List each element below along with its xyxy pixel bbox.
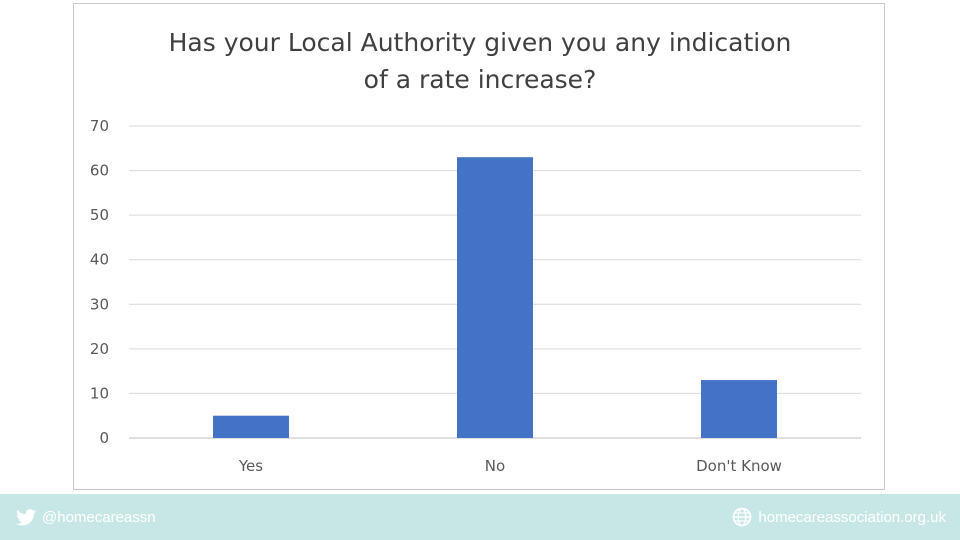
- y-tick-label: 70: [90, 117, 109, 135]
- x-axis-categories: Yes No Don't Know: [238, 457, 782, 475]
- y-axis-ticks: 0 10 20 30 40 50 60 70: [90, 117, 109, 447]
- category-label: No: [485, 457, 505, 475]
- category-label: Don't Know: [696, 457, 782, 475]
- website-link[interactable]: homecareassociation.org.uk: [732, 494, 946, 540]
- y-tick-label: 0: [99, 429, 109, 447]
- globe-icon: [732, 507, 752, 527]
- twitter-link[interactable]: @homecareassn: [16, 494, 156, 540]
- chart-area: Has your Local Authority given you any i…: [73, 3, 885, 490]
- bar: [213, 415, 289, 438]
- chart-title-line-2: of a rate increase?: [364, 65, 597, 94]
- y-tick-label: 10: [90, 384, 109, 402]
- bar: [701, 380, 777, 438]
- y-tick-label: 30: [90, 295, 109, 313]
- footer-bar: @homecareassn homecareassociation.org.uk: [0, 494, 960, 540]
- twitter-icon: [16, 508, 36, 526]
- category-label: Yes: [238, 457, 263, 475]
- chart-title-line-1: Has your Local Authority given you any i…: [169, 28, 792, 57]
- twitter-handle: @homecareassn: [42, 508, 156, 526]
- y-tick-label: 40: [90, 251, 109, 269]
- bar: [457, 157, 533, 438]
- bars: [213, 157, 777, 438]
- y-tick-label: 20: [90, 340, 109, 358]
- website-url: homecareassociation.org.uk: [758, 508, 946, 526]
- y-tick-label: 60: [90, 162, 109, 180]
- bar-chart: Has your Local Authority given you any i…: [90, 28, 861, 475]
- y-tick-label: 50: [90, 206, 109, 224]
